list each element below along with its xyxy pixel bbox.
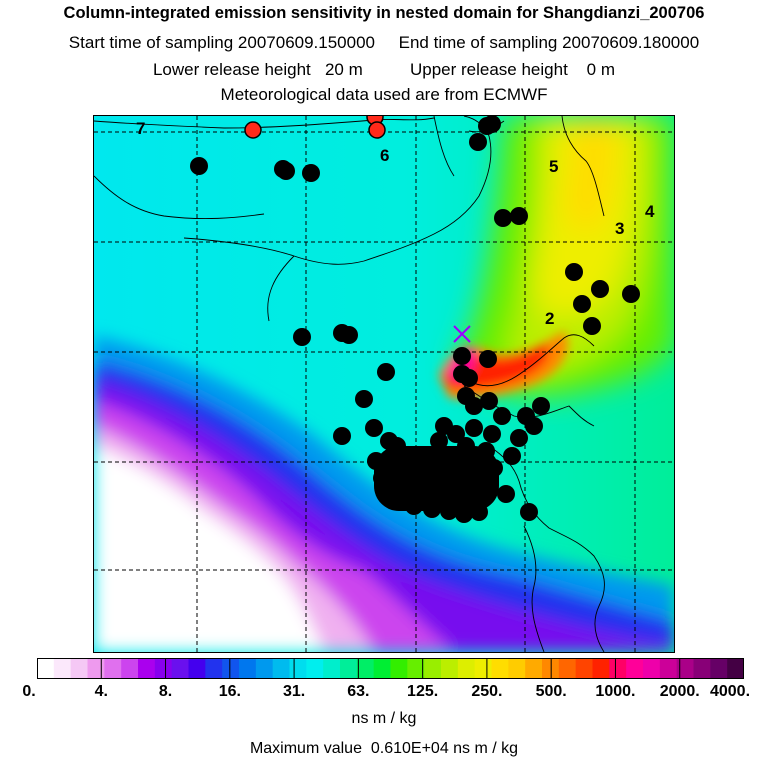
colorbar-cell [340, 658, 358, 679]
colorbar-tick-label: 63. [347, 683, 370, 700]
label-5: 5 [549, 157, 558, 176]
colorbar-cell [609, 658, 627, 679]
colorbar-tick-label: 16. [218, 683, 241, 700]
colorbar-cell [575, 658, 594, 679]
sampling-times: Start time of sampling 20070609.150000 E… [68, 33, 700, 52]
colorbar-cell [289, 658, 307, 679]
map-title: Column-integrated emission sensitivity i… [63, 4, 705, 22]
colorbar-cell [441, 658, 459, 679]
colorbar-cell [138, 658, 156, 679]
colorbar-tick-label: 31. [282, 683, 306, 700]
colorbar-cell [104, 658, 122, 679]
colorbar-cell [272, 658, 291, 679]
sensitivity-map: 7 6 5 4 3 2 [93, 115, 675, 653]
colorbar-cell [373, 658, 392, 679]
colorbar-cell [222, 658, 240, 679]
colorbar-cell [171, 658, 190, 679]
lat-lon-grid [94, 116, 674, 652]
colorbar [37, 658, 744, 679]
colorbar-unit: ns m / kg [351, 710, 417, 727]
colorbar-cell [323, 658, 341, 679]
high-sensitivity-plume [454, 116, 674, 398]
colorbar-cell [491, 658, 509, 679]
sampling-cluster [374, 446, 499, 511]
colorbar-tick-label: 8. [158, 683, 173, 700]
colorbar-cell [121, 658, 139, 679]
colorbar-cell [239, 658, 257, 679]
colorbar-tick-label: 500. [535, 683, 567, 700]
colorbar-cell [53, 658, 72, 679]
colorbar-cell [643, 658, 661, 679]
point-labels: 7 6 5 4 3 2 [136, 119, 655, 328]
highlighted-points [244, 116, 386, 139]
colorbar-tick-label: 250. [471, 683, 503, 700]
colorbar-tick-label: 4000. [709, 683, 751, 700]
colorbar-cell [474, 658, 493, 679]
label-7: 7 [136, 119, 145, 138]
colorbar-tick-label: 1000. [595, 683, 636, 700]
colorbar-tick-label: 4. [94, 683, 108, 700]
colorbar-cell [659, 658, 678, 679]
met-data-source: Meteorological data used are from ECMWF [220, 85, 548, 104]
colorbar-tick-label: 0. [22, 683, 36, 700]
colorbar-cell [306, 658, 324, 679]
colorbar-cell [205, 658, 223, 679]
colorbar-cell [457, 658, 476, 679]
colorbar-cell [676, 658, 695, 679]
colorbar-cell [188, 658, 206, 679]
colorbar-cell [626, 658, 644, 679]
colorbar-cell [508, 658, 526, 679]
release-heights: Lower release height 20 m Upper release … [152, 60, 616, 79]
colorbar-cell [87, 658, 105, 679]
colorbar-cell [592, 658, 610, 679]
label-3: 3 [615, 219, 624, 238]
x-marker [453, 325, 471, 343]
label-6: 6 [380, 146, 389, 165]
colorbar-cell [70, 658, 89, 679]
label-2: 2 [545, 309, 554, 328]
label-4: 4 [645, 202, 655, 221]
colorbar-cell [37, 658, 55, 679]
colorbar-cell [356, 658, 375, 679]
colorbar-tick-label: 2000. [659, 683, 700, 700]
colorbar-cell [558, 658, 577, 679]
colorbar-cell [424, 658, 442, 679]
colorbar-cell [154, 658, 173, 679]
colorbar-cell [693, 658, 711, 679]
maximum-value: Maximum value 0.610E+04 ns m / kg [249, 740, 519, 757]
colorbar-cell [727, 658, 744, 679]
colorbar-cell [710, 658, 728, 679]
colorbar-cell [525, 658, 543, 679]
colorbar-cell [407, 658, 425, 679]
colorbar-cell [390, 658, 408, 679]
colorbar-tick-label: 125. [407, 683, 439, 700]
map-canvas: 7 6 5 4 3 2 [94, 116, 674, 652]
colorbar-cell [255, 658, 274, 679]
